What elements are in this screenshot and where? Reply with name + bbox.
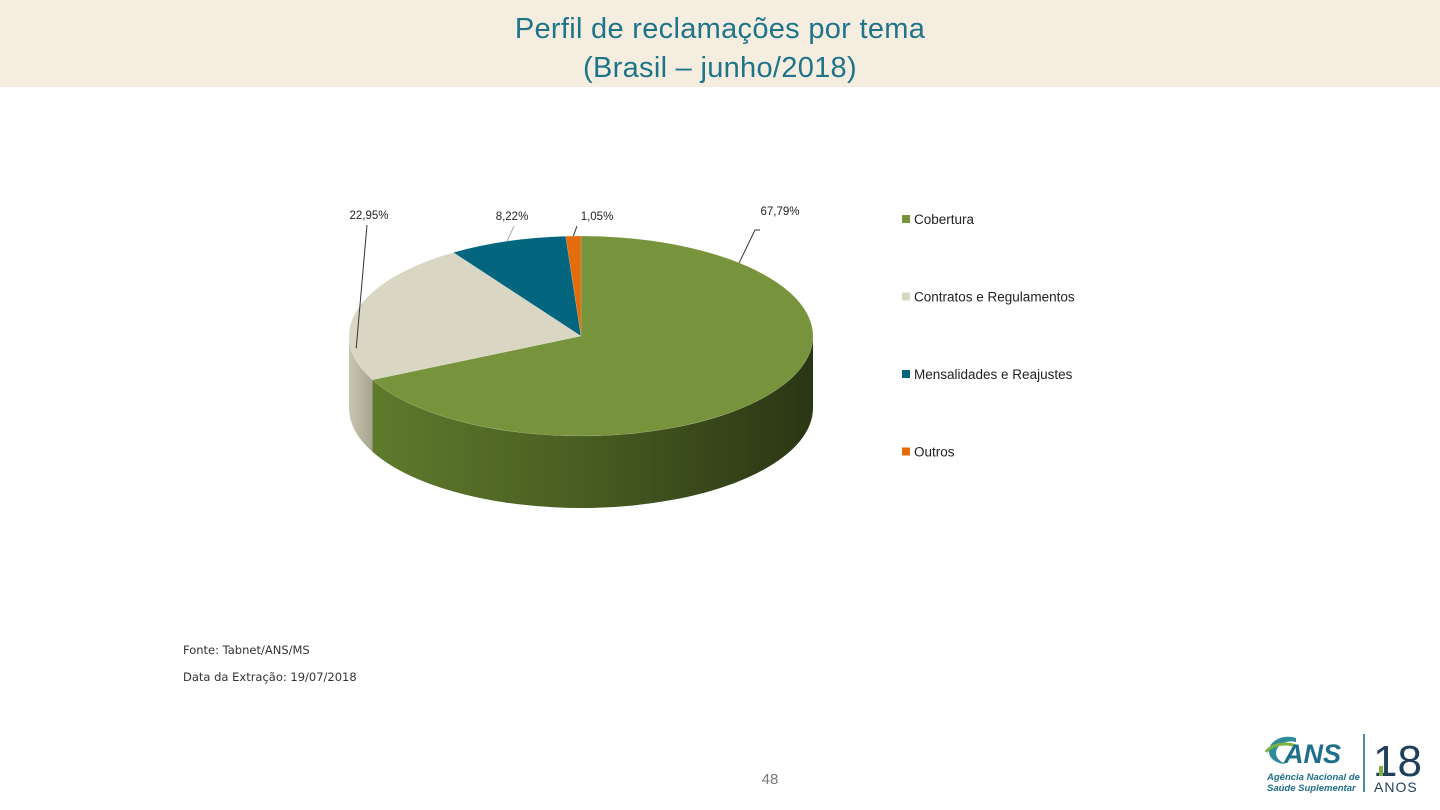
legend-label-cobertura: Cobertura (914, 212, 975, 227)
leader-line-outros (572, 225, 578, 237)
pie-slice-contratos-e-regulamentos (348, 252, 582, 381)
page-title: Perfil de reclamações por tema (Brasil –… (0, 10, 1440, 88)
legend-label-outros: Outros (914, 445, 955, 460)
logo-anniversary-number: 18 (1373, 737, 1422, 786)
logo-brand: ANS (1283, 739, 1341, 769)
legend-swatch-cobertura (902, 215, 910, 223)
extraction-date-text: Data da Extração: 19/07/2018 (183, 670, 357, 684)
data-label-cobertura: 67,79% (760, 206, 799, 218)
leader-line-mensalidades-e-reajustes (506, 225, 515, 242)
legend-label-mensalidades-e-reajustes: Mensalidades e Reajustes (914, 367, 1073, 382)
logo-line-2: Saúde Suplementar (1267, 783, 1357, 794)
pie-slice-side-contratos-e-regulamentos (349, 336, 373, 452)
data-label-mensalidades-e-reajustes: 8,22% (496, 211, 529, 223)
source-text: Fonte: Tabnet/ANS/MS (183, 643, 310, 657)
title-line-1: Perfil de reclamações por tema (514, 13, 926, 45)
logo-line-1: Agência Nacional de (1266, 772, 1361, 783)
legend-swatch-mensalidades-e-reajustes (902, 370, 910, 378)
legend-swatch-contratos-e-regulamentos (902, 292, 910, 301)
legend-swatch-outros (902, 447, 910, 456)
page-number: 48 (761, 771, 779, 788)
legend-label-contratos-e-regulamentos: Contratos e Regulamentos (914, 290, 1075, 305)
logo-anniversary-word: ANOS (1374, 779, 1418, 795)
leader-line-contratos-e-regulamentos (355, 224, 368, 349)
ans-swoosh-icon (1268, 736, 1296, 764)
pie-slice-cobertura (371, 235, 814, 437)
data-label-contratos-e-regulamentos: 22,95% (349, 210, 388, 222)
ans-18-anos-logo: ANS Agência Nacional de Saúde Suplementa… (1264, 734, 1422, 795)
leader-line-cobertura (738, 229, 760, 264)
title-line-2: (Brasil – junho/2018) (583, 52, 857, 84)
data-label-outros: 1,05% (581, 211, 614, 223)
pie-slice-side-cobertura (372, 336, 813, 509)
header-band (0, 0, 1440, 87)
